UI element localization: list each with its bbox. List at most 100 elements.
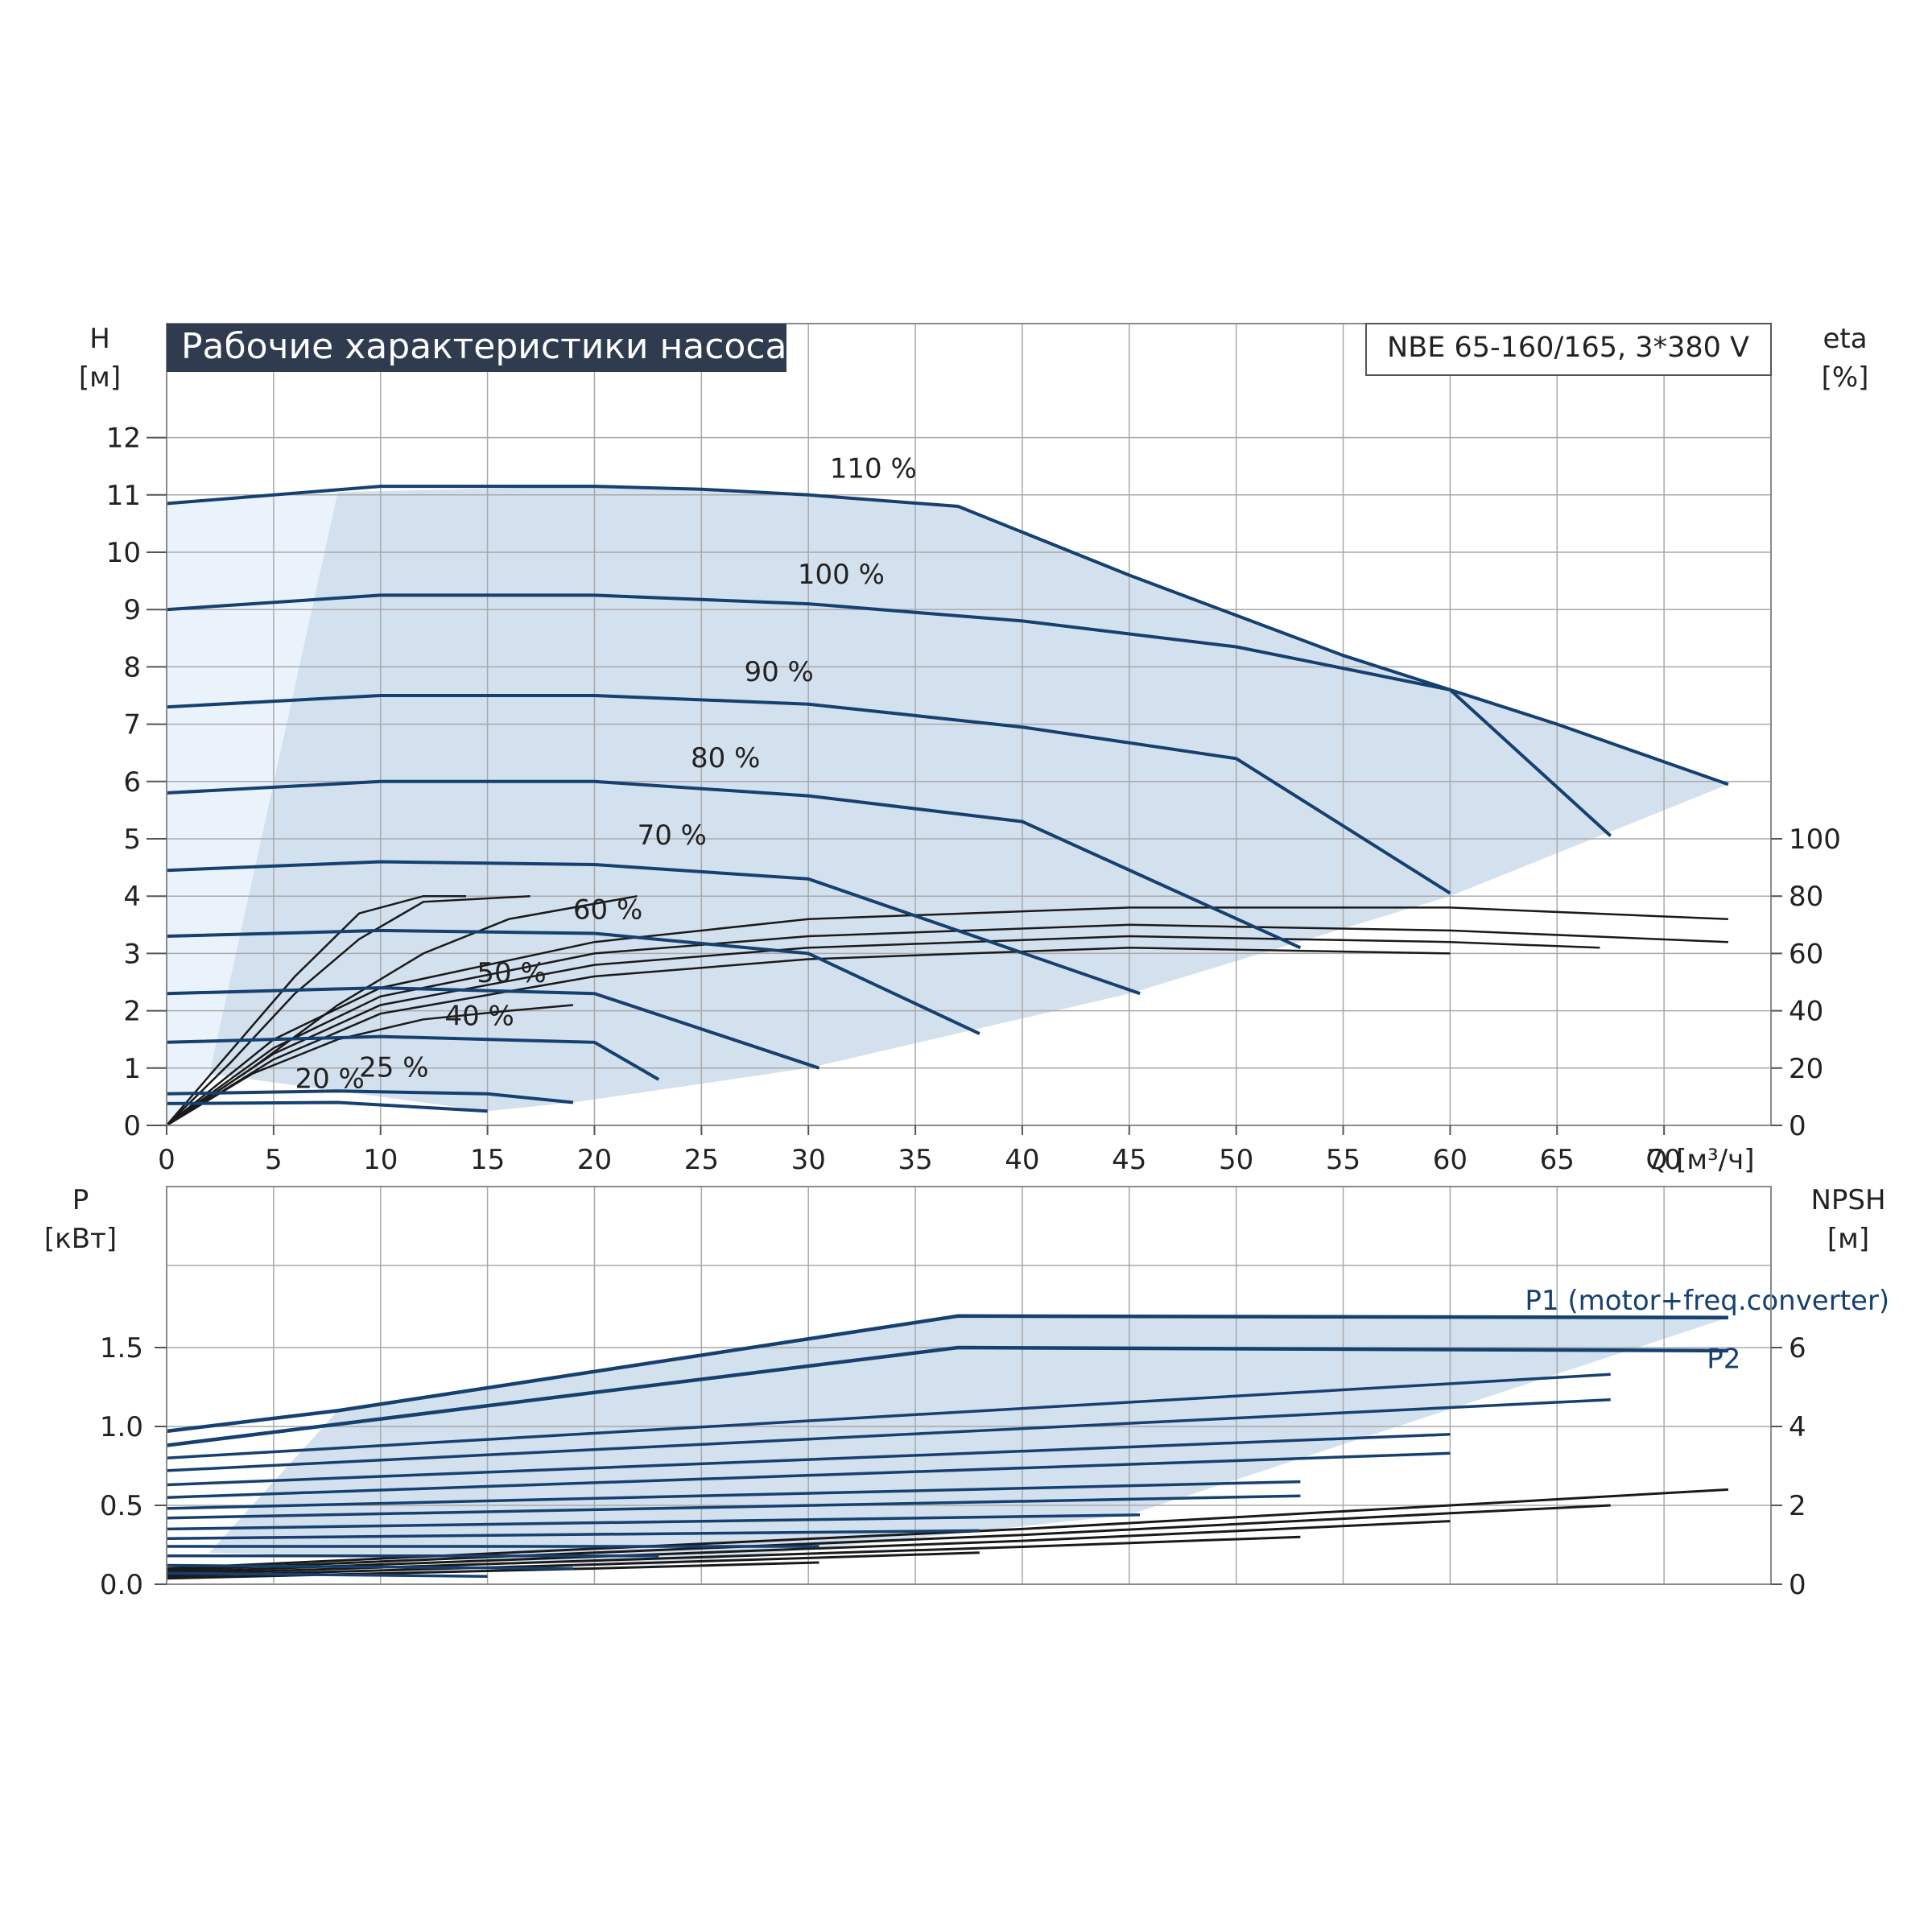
npsh-y-tick-label: 4 — [1789, 1411, 1806, 1443]
chart-title: Рабочие характеристики насоса — [181, 326, 786, 367]
power-area-main — [209, 1315, 1728, 1566]
head-y-tick-label: 9 — [123, 594, 141, 626]
eta-y-tick-label: 20 — [1789, 1053, 1823, 1085]
power-y-label: P — [72, 1184, 89, 1216]
power-series-curve — [166, 1345, 1728, 1447]
head-y-unit: [м] — [79, 361, 121, 394]
npsh-y-tick-label: 0 — [1789, 1569, 1806, 1601]
x-tick-label: 45 — [1112, 1144, 1146, 1176]
power-curve — [166, 1373, 1611, 1459]
eta-y-label: eta — [1823, 323, 1867, 355]
x-tick-label: 40 — [1005, 1144, 1039, 1176]
power-y-tick-label: 1.5 — [100, 1332, 143, 1364]
eta-y-unit: [%] — [1822, 361, 1869, 394]
power-series-labels: P1 (motor+freq.converter) P2 — [1525, 1285, 1889, 1376]
x-tick-label: 55 — [1326, 1144, 1360, 1176]
power-curve — [166, 1433, 1451, 1487]
head-curve — [166, 986, 820, 1070]
power-y-tick-label: 1.0 — [100, 1411, 143, 1443]
head-curve-label: 40 % — [444, 1000, 514, 1032]
head-y-tick-label: 6 — [123, 766, 141, 799]
x-axis-label: Q [м³/ч] — [1646, 1144, 1755, 1176]
power-plot-frame — [166, 1186, 1772, 1585]
x-tick-label: 15 — [470, 1144, 505, 1176]
head-y-tick-label: 10 — [106, 537, 141, 569]
head-y-tick-label: 12 — [106, 423, 141, 455]
model-label: NBE 65-160/165, 3*380 V — [1387, 332, 1749, 364]
head-curves — [166, 485, 1729, 1113]
x-tick-label: 10 — [363, 1144, 398, 1176]
power-series-label: P2 — [1707, 1343, 1740, 1375]
eta-y-tick-label: 60 — [1789, 938, 1823, 970]
head-curve-label: 25 % — [359, 1051, 428, 1084]
x-ticks: 0 5 10 15 20 25 30 35 40 45 50 55 60 65 70 — [158, 1125, 1682, 1176]
head-curve-label: 110 % — [830, 452, 917, 485]
head-curve — [166, 1034, 660, 1081]
head-y-tick-label: 1 — [123, 1053, 141, 1085]
power-curves — [166, 1373, 1611, 1578]
title-banner — [167, 324, 786, 372]
npsh-curve — [166, 1520, 1451, 1574]
eta-curve — [166, 894, 466, 1126]
head-curve-label: 80 % — [691, 742, 760, 774]
head-curve — [166, 1100, 488, 1113]
head-curve-labels: 110 % 100 % 90 % 80 % 70 % 60 % 50 % 40 % 25 %20… — [295, 452, 916, 1095]
npsh-y-unit: [м] — [1827, 1223, 1869, 1255]
head-curve-label: 50 % — [477, 957, 546, 989]
head-curve-label: 60 % — [573, 894, 642, 927]
head-curve — [166, 1089, 574, 1104]
power-curve — [166, 1529, 980, 1540]
head-area-light — [167, 492, 338, 1125]
head-y-tick-label: 3 — [123, 938, 141, 970]
x-tick-label: 20 — [577, 1144, 612, 1176]
power-series — [166, 1314, 1728, 1447]
head-y-label: H — [89, 323, 110, 355]
head-y-tick-label: 11 — [106, 480, 141, 512]
power-chart: P1 (motor+freq.converter) P2 P [кВт] NPSH… — [44, 1184, 1889, 1601]
head-y-tick-label: 5 — [123, 824, 141, 856]
power-curve — [166, 1563, 573, 1571]
eta-y-tick-label: 0 — [1789, 1110, 1806, 1142]
eta-y-tick-label: 80 — [1789, 881, 1823, 913]
head-curve — [166, 694, 1451, 895]
x-tick-label: 30 — [791, 1144, 826, 1176]
power-y-unit: [кВт] — [44, 1223, 117, 1255]
npsh-y-tick-label: 6 — [1789, 1332, 1806, 1364]
power-area-group — [209, 1315, 1728, 1566]
x-tick-label: 0 — [158, 1144, 175, 1176]
x-tick-label: 35 — [898, 1144, 932, 1176]
head-curve-label: 70 % — [638, 819, 707, 852]
npsh-y-tick-label: 2 — [1789, 1490, 1806, 1522]
npsh-curve — [166, 1551, 980, 1578]
eta-curve — [166, 894, 638, 1127]
head-area-group — [167, 486, 1728, 1125]
x-tick-label: 70 — [1647, 1144, 1682, 1176]
eta-y-tick-label: 40 — [1789, 996, 1823, 1028]
power-curve — [166, 1451, 1451, 1499]
x-tick-label: 5 — [265, 1144, 283, 1176]
eta-curve — [166, 947, 1451, 1127]
head-y-tick-label: 0 — [123, 1110, 141, 1142]
head-y-tick-label: 4 — [123, 881, 141, 913]
head-curve-label: 90 % — [744, 656, 813, 688]
eta-y-ticks: 0 20 40 60 80 100 — [1771, 824, 1841, 1142]
eta-curve — [166, 894, 530, 1126]
head-y-tick-label: 7 — [123, 709, 141, 741]
head-curve — [166, 860, 1141, 996]
power-y-ticks: 0.0 0.5 1.0 1.5 — [100, 1332, 167, 1601]
power-curve — [166, 1571, 488, 1578]
npsh-curve — [166, 1504, 1611, 1572]
power-curve — [166, 1480, 1301, 1510]
power-y-tick-label: 0.0 — [100, 1569, 143, 1601]
eta-curve — [166, 906, 1728, 1126]
power-curve — [166, 1397, 1611, 1472]
power-series-curve — [166, 1314, 1728, 1434]
head-y-tick-label: 8 — [123, 651, 141, 683]
x-tick-label: 60 — [1433, 1144, 1468, 1176]
head-curve-label: 100 % — [798, 559, 885, 591]
eta-curve — [166, 935, 1600, 1127]
power-series-label: P1 (motor+freq.converter) — [1525, 1285, 1889, 1317]
head-y-tick-label: 2 — [123, 996, 141, 1028]
